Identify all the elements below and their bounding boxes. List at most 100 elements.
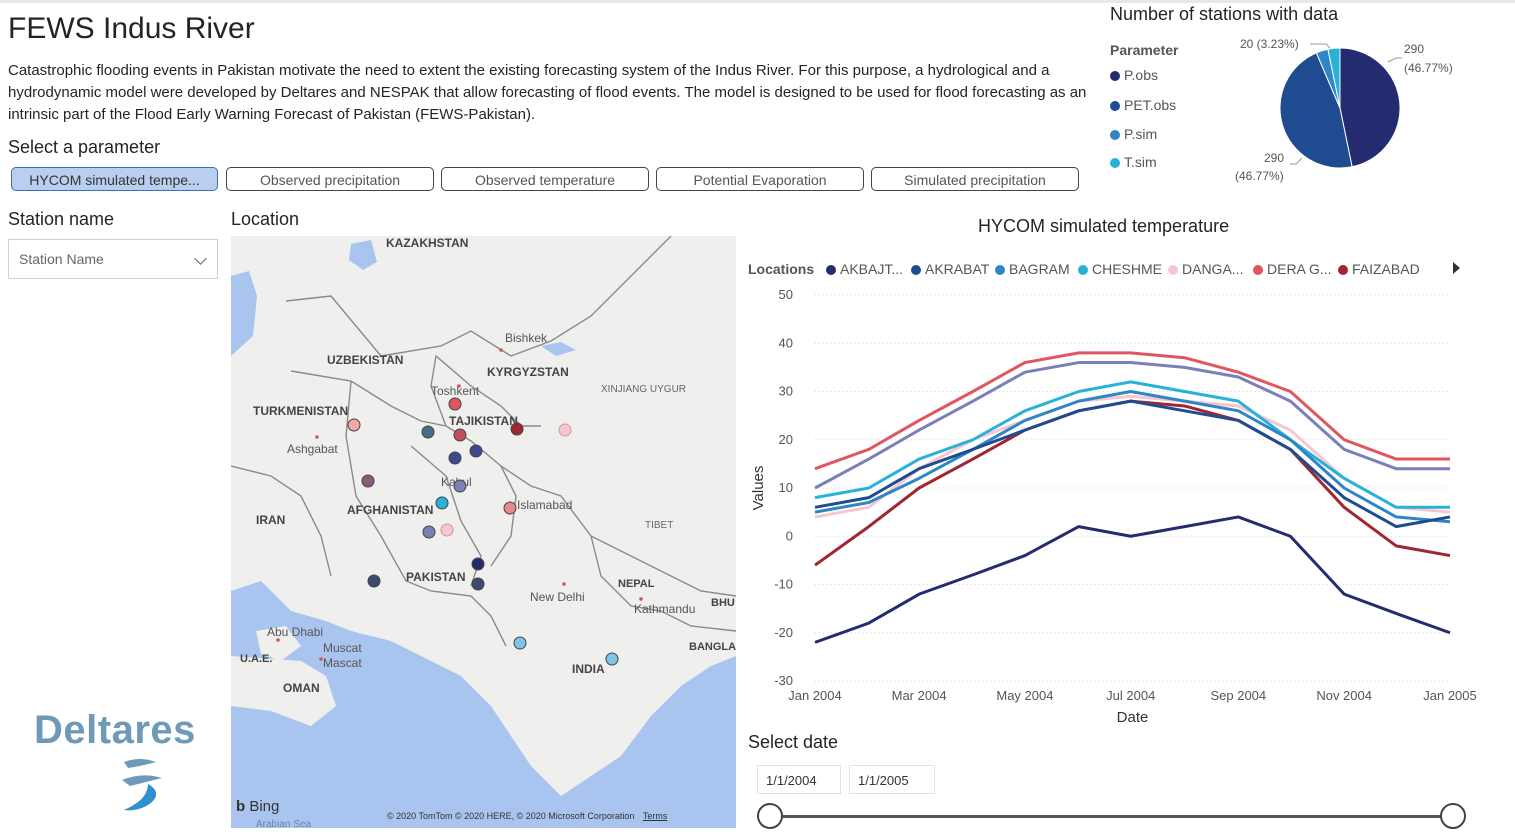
end-date-input[interactable]: 1/1/2005 [849, 765, 935, 794]
legend-next-arrow-icon[interactable] [1453, 262, 1460, 274]
map-label-oman: OMAN [283, 681, 320, 695]
line-legend-item-danga[interactable]: DANGA... [1168, 261, 1243, 277]
pie-legend-item-petobs[interactable]: PET.obs [1110, 97, 1176, 113]
x-tick-label: Jan 2004 [788, 688, 842, 703]
map-label-ashgabat: Ashgabat [287, 442, 338, 456]
series-line-cheshme[interactable] [814, 380, 1450, 509]
map-copyright: © 2020 TomTom © 2020 HERE, © 2020 Micros… [387, 811, 668, 821]
parameter-selector-label: Select a parameter [8, 137, 161, 157]
line-legend-item-faizabad[interactable]: FAIZABAD [1338, 261, 1420, 277]
x-tick-label: Mar 2004 [892, 688, 947, 703]
chevron-down-icon [194, 252, 207, 265]
map-label-iran: IRAN [256, 513, 285, 527]
y-tick-label: 30 [779, 384, 793, 399]
pie-leader-lines [1290, 43, 1402, 165]
map-label-arabian-sea: Arabian Sea [256, 819, 311, 828]
pie-legend-item-tsim[interactable]: T.sim [1110, 154, 1157, 170]
x-tick-label: Sep 2004 [1210, 688, 1266, 703]
series-line-akrabat[interactable] [814, 399, 1451, 529]
pie-slice-t-sim[interactable] [1327, 47, 1341, 109]
station-filter-label: Station name [8, 209, 115, 229]
x-axis-title: Date [1117, 709, 1149, 726]
series-line-akbajt[interactable] [814, 515, 1451, 644]
series-line-derag[interactable] [814, 351, 1450, 471]
y-tick-label: 40 [779, 335, 793, 350]
series-line-danga[interactable] [814, 394, 1451, 519]
parameter-button-hycom[interactable]: HYCOM simulated tempe... [11, 167, 218, 191]
map-label-xinjiang: XINJIANG UYGUR [601, 384, 686, 395]
pie-label-left-pct: (46.77%) [1235, 169, 1284, 183]
map-label-afghanistan: AFGHANISTAN [347, 503, 433, 517]
map-terms-link[interactable]: Terms [642, 811, 668, 821]
line-legend-item-dera[interactable]: DERA G... [1253, 261, 1332, 277]
map-label-pakistan: PAKISTAN [406, 570, 466, 584]
series-line-bagram[interactable] [814, 390, 1451, 524]
x-tick-label: Nov 2004 [1316, 688, 1372, 703]
map-label-tibet: TIBET [645, 520, 673, 531]
legend-dot-icon [911, 265, 921, 275]
date-slider-end-handle[interactable] [1440, 803, 1466, 829]
map-label-turkmenistan: TURKMENISTAN [253, 404, 348, 418]
stations-pie-chart[interactable] [1270, 40, 1410, 180]
map-label-nepal: NEPAL [618, 578, 655, 590]
legend-dot-icon [1110, 101, 1120, 111]
map-label-india: INDIA [572, 662, 605, 676]
map-label-uae: U.A.E. [240, 653, 272, 665]
x-tick-label: May 2004 [996, 688, 1053, 703]
series-line-unlabeled[interactable] [814, 361, 1450, 490]
date-filter-label: Select date [748, 732, 839, 752]
map-label-bangladesh: BANGLA [689, 641, 736, 653]
legend-dot-icon [1078, 265, 1088, 275]
map-label-bishkek: Bishkek [505, 331, 548, 345]
map-canvas: KAZAKHSTAN Bishkek UZBEKISTAN KYRGYZSTAN… [231, 236, 736, 828]
legend-dot-icon [995, 265, 1005, 275]
pie-label-small: 20 (3.23%) [1240, 37, 1299, 51]
map-label-uzbekistan: UZBEKISTAN [327, 353, 403, 367]
map-label-kyrgyzstan: KYRGYZSTAN [487, 365, 569, 379]
legend-dot-icon [1253, 265, 1263, 275]
line-legend-title: Locations [748, 261, 815, 277]
station-name-placeholder: Station Name [19, 251, 104, 267]
parameter-button-simulated-precipitation[interactable]: Simulated precipitation [871, 167, 1079, 191]
pie-label-right-value: 290 [1404, 42, 1425, 56]
parameter-button-potential-evaporation[interactable]: Potential Evaporation [656, 167, 864, 191]
pie-legend-item-psim[interactable]: P.sim [1110, 126, 1157, 142]
map-label-abu-dhabi: Abu Dhabi [267, 625, 323, 639]
line-legend-item-bagram[interactable]: BAGRAM [995, 261, 1070, 277]
legend-dot-icon [1110, 158, 1120, 168]
pie-legend-item-pobs[interactable]: P.obs [1110, 67, 1158, 83]
legend-dot-icon [1168, 265, 1178, 275]
date-slider-start-handle[interactable] [757, 803, 783, 829]
map-label-muscat: Muscat [323, 641, 362, 655]
line-legend-item-akrabat[interactable]: AKRABAT [911, 261, 989, 277]
line-legend-item-cheshme[interactable]: CHESHME [1078, 261, 1162, 277]
line-legend-item-akbajt[interactable]: AKBAJT... [826, 261, 903, 277]
deltares-logo-text: Deltares [34, 708, 196, 752]
page-title: FEWS Indus River [8, 12, 255, 45]
date-slider-track[interactable] [771, 815, 1454, 818]
pie-legend-title: Parameter [1110, 42, 1179, 58]
map-label-islamabad: Islamabad [517, 498, 572, 512]
location-map[interactable]: KAZAKHSTAN Bishkek UZBEKISTAN KYRGYZSTAN… [231, 236, 736, 828]
map-label-toshkent: Toshkent [431, 384, 480, 398]
pie-chart-title: Number of stations with data [1110, 4, 1339, 24]
map-label-mascat: Mascat [323, 656, 362, 670]
parameter-button-observed-temperature[interactable]: Observed temperature [441, 167, 649, 191]
start-date-input[interactable]: 1/1/2004 [757, 765, 841, 794]
pie-label-right-pct: (46.77%) [1404, 61, 1453, 75]
y-tick-label: 10 [779, 480, 793, 495]
map-label-kazakhstan: KAZAKHSTAN [386, 236, 468, 250]
y-tick-label: 50 [779, 287, 793, 302]
map-label-tajikistan: TAJIKISTAN [449, 414, 518, 428]
y-tick-label: 20 [779, 432, 793, 447]
legend-dot-icon [1110, 130, 1120, 140]
map-label-new-delhi: New Delhi [530, 590, 585, 604]
pie-slice-pet-obs[interactable] [1279, 52, 1353, 169]
line-chart-title: HYCOM simulated temperature [978, 216, 1230, 236]
y-tick-label: -20 [774, 625, 793, 640]
pie-slice-p-obs[interactable] [1339, 47, 1401, 168]
parameter-button-observed-precipitation[interactable]: Observed precipitation [226, 167, 434, 191]
station-name-dropdown[interactable]: Station Name [8, 239, 218, 279]
legend-dot-icon [1110, 71, 1120, 81]
